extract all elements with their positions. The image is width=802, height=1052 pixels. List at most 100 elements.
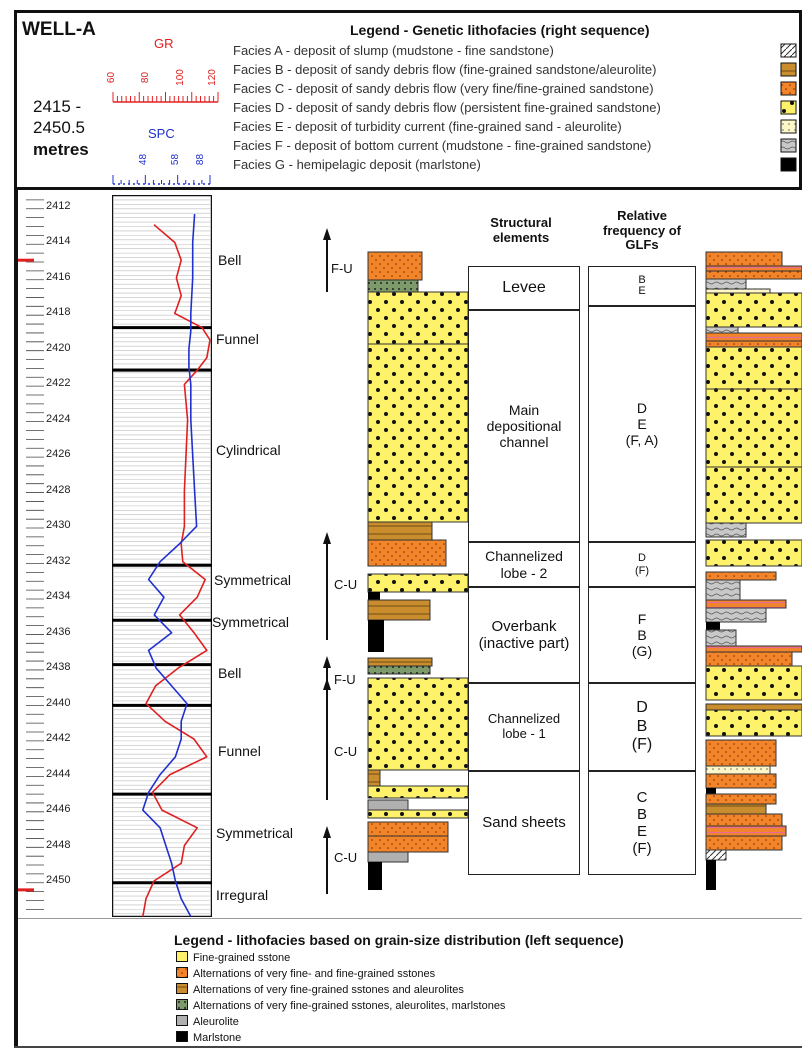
shape-label: Funnel <box>216 331 259 347</box>
grain-legend-text: Alternations of very fine-grained sstone… <box>193 1000 506 1012</box>
trend-arrow <box>326 834 328 894</box>
shape-label: Funnel <box>218 743 261 759</box>
depth-label: 2442 <box>46 732 71 745</box>
depth-label: 2426 <box>46 448 71 461</box>
spc-tick-58: 58 <box>170 153 182 166</box>
left-lithology-column <box>367 251 469 890</box>
grain-legend-item: Alternations of very fine-grained sstone… <box>176 983 464 996</box>
right-lithology-column <box>705 251 802 890</box>
depth-label: 2446 <box>46 803 71 816</box>
shape-label: Symmetrical <box>214 572 292 588</box>
facies-legend-item: Facies D - deposit of sandy debris flow … <box>233 100 661 115</box>
facies-legend-item: Facies C - deposit of sandy debris flow … <box>233 81 654 96</box>
depth-label: 2414 <box>46 235 71 248</box>
element-name: Channelized lobe - 1 <box>487 711 561 741</box>
left-frame-bar <box>14 190 18 1047</box>
gr-tick-100: 100 <box>174 69 186 86</box>
depth-label: 2420 <box>46 341 71 354</box>
depth-label: 2434 <box>46 590 71 603</box>
facies-legend-item: Facies F - deposit of bottom current (mu… <box>233 138 652 153</box>
element-sand-sheets: Sand sheets <box>468 771 580 875</box>
trend-arrow-head <box>323 532 331 544</box>
frequency-value: D E (F, A) <box>625 399 659 449</box>
trend-label: F-U <box>334 672 356 687</box>
interval-line1: 2415 - <box>33 97 82 116</box>
gr-tick-60: 60 <box>106 71 118 84</box>
depth-label: 2430 <box>46 519 71 532</box>
shape-label: Symmetrical <box>216 825 294 841</box>
trend-arrow-head <box>323 228 331 240</box>
grain-legend-item: Marlstone <box>176 1031 241 1044</box>
trend-arrow <box>326 236 328 292</box>
frequency-value: F B (G) <box>631 610 653 660</box>
gr-label: GR <box>154 36 174 51</box>
gr-tick-80: 80 <box>140 71 152 84</box>
element-overbank: Overbank (inactive part) <box>468 587 580 683</box>
bottom-frame-line <box>14 1046 802 1048</box>
depth-label: 2422 <box>46 377 71 390</box>
interval-line2: 2450.5 <box>33 118 85 137</box>
trend-arrow-head <box>323 656 331 668</box>
depth-label: 2432 <box>46 554 71 567</box>
grain-legend-item: Aleurolite <box>176 1015 239 1028</box>
structural-header: Structural elements <box>468 207 574 255</box>
trend-label: F-U <box>331 261 353 276</box>
shape-label: Bell <box>218 665 242 681</box>
shape-label: Irregural <box>216 887 269 903</box>
element-name: Sand sheets <box>482 814 566 832</box>
depth-label: 2450 <box>46 874 71 886</box>
frequency-overbank: F B (G) <box>588 587 696 683</box>
grain-swatch <box>176 999 188 1010</box>
depth-label: 2440 <box>46 696 71 709</box>
grain-swatch <box>176 1015 188 1026</box>
spc-label: SPC <box>148 126 175 141</box>
facies-legend-item: Facies G - hemipelagic deposit (marlston… <box>233 157 481 172</box>
element-name: Levee <box>502 278 546 296</box>
grain-legend-item: Fine-grained sstone <box>176 951 290 964</box>
log-track-frame <box>112 195 212 917</box>
facies-legend-item: Facies E - deposit of turbidity current … <box>233 119 622 134</box>
facies-legend-swatches <box>780 43 797 172</box>
structural-header-text: Structural elements <box>490 215 552 245</box>
depth-label: 2428 <box>46 483 71 496</box>
frequency-value: B E <box>638 274 646 297</box>
gr-tick-120: 120 <box>206 69 218 86</box>
log-track <box>112 195 212 917</box>
depth-label: 2416 <box>46 270 71 283</box>
grain-legend-text: Aleurolite <box>193 1016 239 1028</box>
trend-arrow <box>326 686 328 800</box>
grain-swatch <box>176 967 188 978</box>
frequency-header: Relative frequency of GLFs <box>588 203 696 259</box>
element-lobe-2: Channelized lobe - 2 <box>468 542 580 587</box>
grain-legend-item: Alternations of very fine-grained sstone… <box>176 999 505 1012</box>
trend-label: C-U <box>334 850 358 865</box>
gr-curve <box>142 224 211 917</box>
depth-label: 2424 <box>46 412 71 425</box>
facies-legend-title: Legend - Genetic lithofacies (right sequ… <box>350 22 650 38</box>
grain-swatch <box>176 951 188 962</box>
depth-label: 2418 <box>46 306 71 319</box>
shape-label: Symmetrical <box>212 614 290 630</box>
gr-scale-ruler <box>112 92 219 103</box>
shape-label: Cylindrical <box>216 442 281 458</box>
spc-tick-48: 48 <box>138 153 150 166</box>
depth-label: 2448 <box>46 838 71 851</box>
spc-scale-ruler <box>112 175 211 185</box>
depth-label: 2438 <box>46 661 71 674</box>
frequency-lobe-1: D B (F) <box>588 683 696 771</box>
frequency-value: D (F) <box>634 551 650 577</box>
grain-legend-text: Alternations of very fine-grained sstone… <box>193 984 464 996</box>
facies-legend-item: Facies A - deposit of slump (mudstone - … <box>233 43 554 58</box>
frequency-sand-sheets: C B E (F) <box>588 771 696 875</box>
frequency-header-text: Relative frequency of GLFs <box>602 207 681 253</box>
frequency-value: D B (F) <box>631 699 653 754</box>
element-levee: Levee <box>468 266 580 310</box>
frequency-lobe-2: D (F) <box>588 542 696 587</box>
element-name: Overbank (inactive part) <box>478 617 570 652</box>
element-name: Channelized lobe - 2 <box>485 548 563 581</box>
grain-legend-text: Marlstone <box>193 1032 242 1044</box>
frequency-main-channel: D E (F, A) <box>588 306 696 542</box>
grain-legend-title: Legend - lithofacies based on grain-size… <box>174 932 624 948</box>
element-lobe-1: Channelized lobe - 1 <box>468 683 580 771</box>
